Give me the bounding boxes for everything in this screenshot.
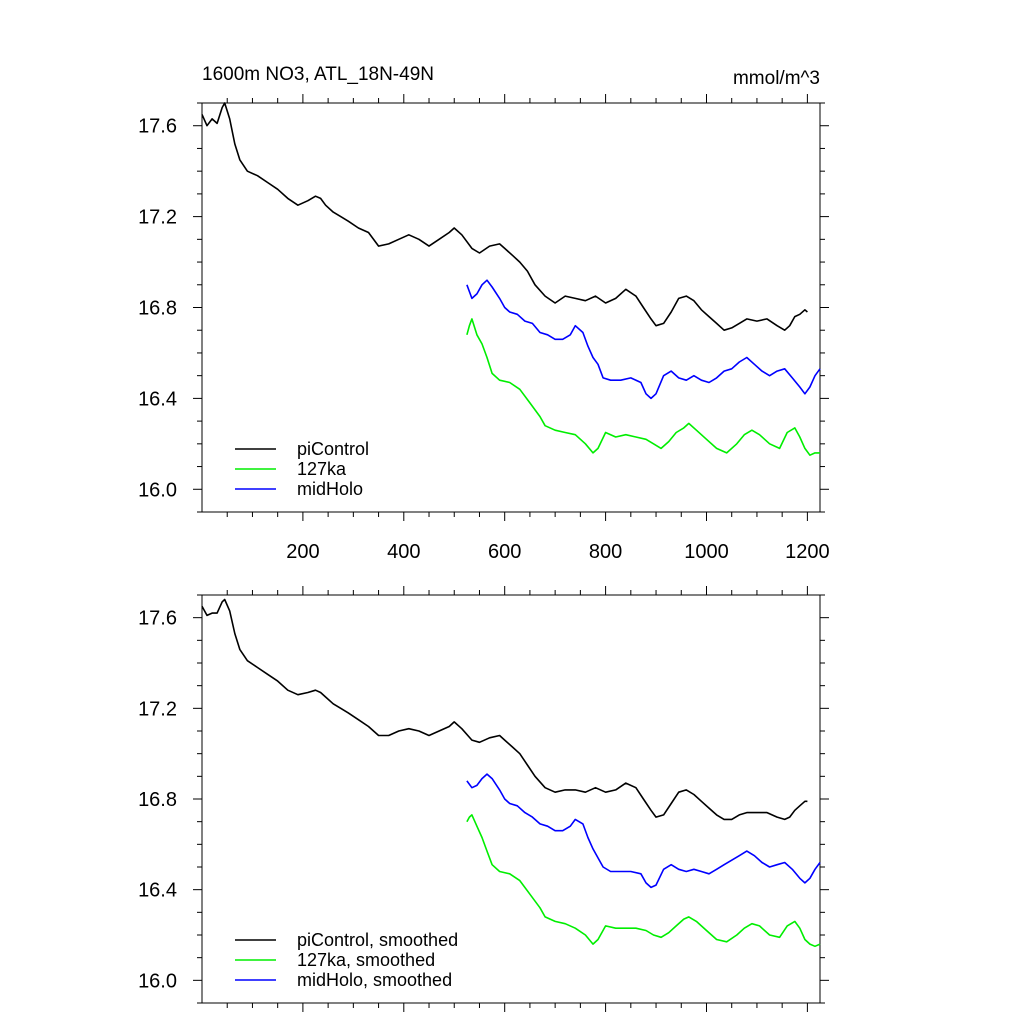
- y-tick-label: 16.0: [138, 970, 177, 992]
- series-line-picontrol: [201, 598, 808, 821]
- x-axis: 200 400 600 800 1000 1200: [226, 94, 830, 563]
- series-line-127ka: [466, 814, 821, 948]
- plot-frame: [201, 102, 821, 513]
- x-tick-label: 200: [286, 541, 319, 563]
- x-axis: [226, 586, 808, 1012]
- legend-label: piControl, smoothed: [297, 930, 458, 950]
- y-tick-label: 16.4: [138, 388, 177, 410]
- series-line-midholo: [466, 773, 821, 889]
- legend-label: 127ka: [297, 459, 347, 479]
- legend-label: piControl: [297, 439, 369, 459]
- x-tick-label: 1200: [785, 541, 830, 563]
- y-axis: 16.0 16.4 16.8 17.2 17.6: [138, 594, 829, 1004]
- x-tick-label: 1000: [684, 541, 729, 563]
- x-tick-label: 600: [488, 541, 521, 563]
- series-line-picontrol: [201, 102, 808, 331]
- y-axis: 16.0 16.4 16.8 17.2 17.6: [138, 102, 829, 513]
- y-tick-label: 16.0: [138, 479, 177, 501]
- legend-label: midHolo: [297, 479, 363, 499]
- legend-label: 127ka, smoothed: [297, 950, 435, 970]
- series-line-127ka: [466, 318, 820, 456]
- chart-title: 1600m NO3, ATL_18N-49N: [202, 64, 434, 85]
- y-tick-label: 17.6: [138, 116, 177, 138]
- chart-panel-2: 16.0 16.4 16.8 17.2 17.6 piControl, smoothed1…: [138, 586, 829, 1012]
- x-tick-label: 400: [387, 541, 420, 563]
- series-line-midholo: [466, 279, 821, 400]
- y-tick-label: 16.4: [138, 880, 177, 902]
- y-tick-label: 16.8: [138, 298, 177, 320]
- y-tick-label: 17.2: [138, 207, 177, 229]
- x-tick-label: 800: [589, 541, 622, 563]
- y-tick-label: 17.6: [138, 608, 177, 630]
- chart-panel-1: 200 400 600 800 1000 1200 16.0 16.4 16.8 17.2 17.6…: [138, 64, 830, 563]
- legend-label: midHolo, smoothed: [297, 970, 452, 990]
- units-label: mmol/m^3: [733, 68, 820, 89]
- y-tick-label: 16.8: [138, 789, 177, 811]
- y-tick-label: 17.2: [138, 698, 177, 720]
